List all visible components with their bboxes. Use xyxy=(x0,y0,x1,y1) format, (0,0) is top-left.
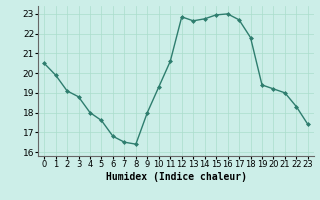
X-axis label: Humidex (Indice chaleur): Humidex (Indice chaleur) xyxy=(106,172,246,182)
